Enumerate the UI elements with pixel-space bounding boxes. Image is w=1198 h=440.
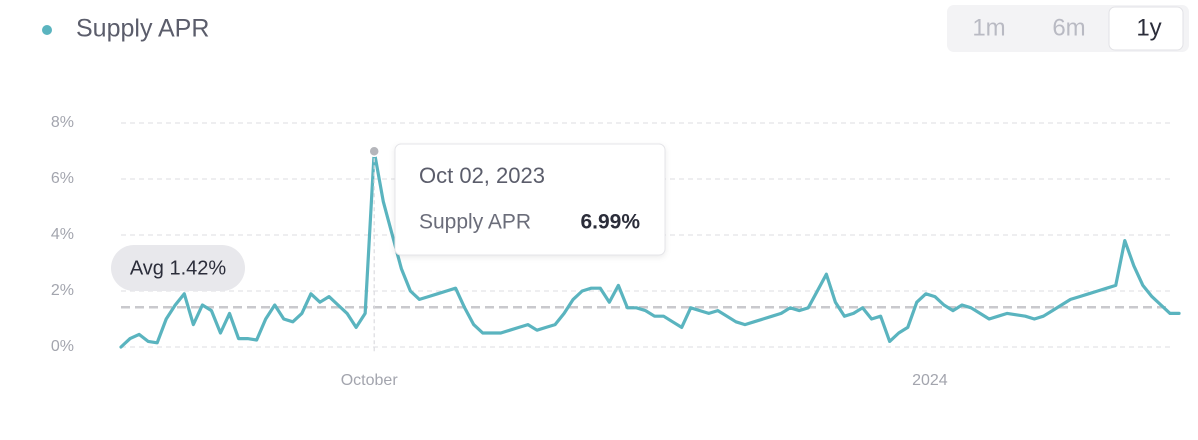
axes: 0% 2% 4% 6% 8% October 2024	[51, 114, 1170, 389]
y-tick-label: 6%	[51, 170, 74, 187]
plot	[119, 145, 1181, 353]
range-button[interactable]: 6m	[1052, 14, 1085, 41]
range-button-active[interactable]	[1108, 6, 1184, 51]
series-line	[119, 149, 1181, 349]
range-button[interactable]: 1m	[972, 14, 1005, 41]
x-tick-label: October	[341, 372, 399, 389]
hover-dot	[368, 145, 380, 158]
tooltip	[394, 143, 666, 256]
tooltip-series: Supply APR	[419, 211, 531, 234]
y-tick-label: 0%	[51, 338, 74, 355]
y-tick-label: 4%	[51, 226, 74, 243]
tooltip-title: Oct 02, 2023	[419, 163, 545, 188]
legend-label: Supply APR	[76, 15, 209, 43]
tooltip-value: 6.99%	[580, 211, 640, 234]
range-button[interactable]: 1y	[1136, 14, 1161, 41]
y-tick-label: 8%	[51, 114, 74, 131]
average-badge	[111, 245, 245, 291]
x-tick-label: 2024	[912, 372, 948, 389]
average-label: Avg 1.42%	[130, 257, 227, 279]
y-tick-label: 2%	[51, 282, 74, 299]
legend-dot	[42, 25, 52, 35]
